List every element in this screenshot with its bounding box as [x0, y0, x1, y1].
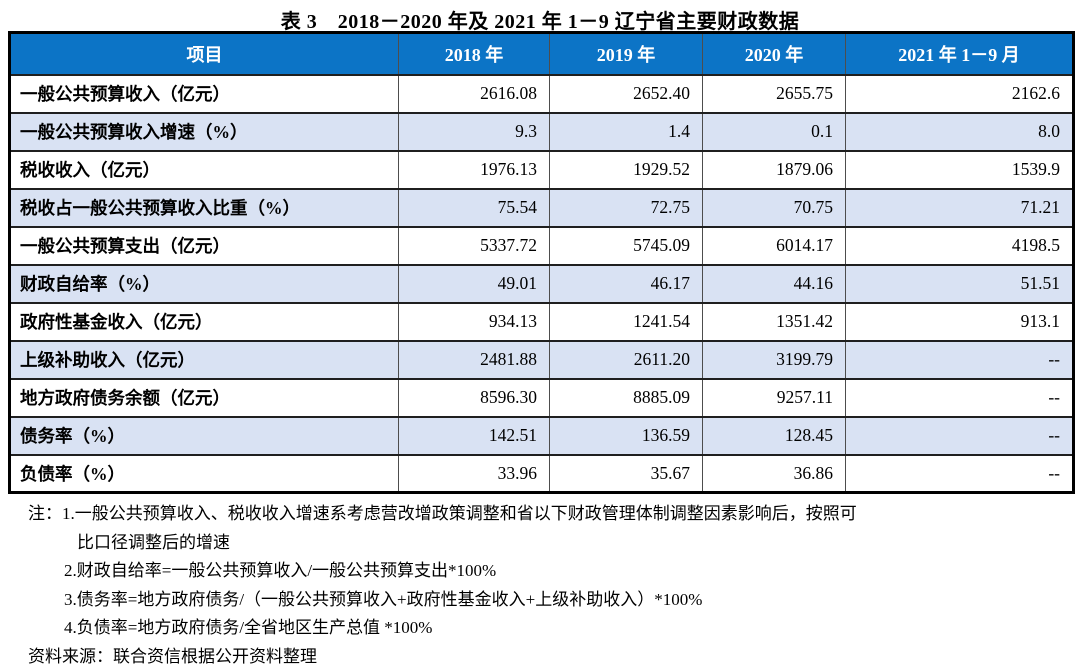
cell-value: 49.01 [399, 265, 550, 303]
table-row: 地方政府债务余额（亿元） 8596.30 8885.09 9257.11 -- [10, 379, 1074, 417]
table-row: 税收占一般公共预算收入比重（%） 75.54 72.75 70.75 71.21 [10, 189, 1074, 227]
column-header-2021-jan-sep: 2021 年 1－9 月 [846, 33, 1074, 75]
cell-value: 36.86 [703, 455, 846, 493]
row-label: 财政自给率（%） [10, 265, 399, 303]
cell-value: 1879.06 [703, 151, 846, 189]
cell-value: 1976.13 [399, 151, 550, 189]
cell-value: 51.51 [846, 265, 1074, 303]
row-label: 债务率（%） [10, 417, 399, 455]
table-row: 债务率（%） 142.51 136.59 128.45 -- [10, 417, 1074, 455]
row-label: 税收收入（亿元） [10, 151, 399, 189]
note-line: 注：1.一般公共预算收入、税收收入增速系考虑营改增政策调整和省以下财政管理体制调… [28, 500, 1080, 529]
note-text: 1.一般公共预算收入、税收收入增速系考虑营改增政策调整和省以下财政管理体制调整因… [62, 504, 857, 523]
cell-value: 2611.20 [550, 341, 703, 379]
table-row: 一般公共预算收入（亿元） 2616.08 2652.40 2655.75 216… [10, 75, 1074, 113]
cell-value: 128.45 [703, 417, 846, 455]
cell-value: 1241.54 [550, 303, 703, 341]
column-header-2019: 2019 年 [550, 33, 703, 75]
fiscal-data-table: 项目 2018 年 2019 年 2020 年 2021 年 1－9 月 一般公… [8, 31, 1075, 494]
note-line: 2.财政自给率=一般公共预算收入/一般公共预算支出*100% [64, 557, 1080, 586]
cell-value: 2481.88 [399, 341, 550, 379]
cell-value: -- [846, 455, 1074, 493]
cell-value: 5337.72 [399, 227, 550, 265]
cell-value: 8.0 [846, 113, 1074, 151]
cell-value: 35.67 [550, 455, 703, 493]
cell-value: 913.1 [846, 303, 1074, 341]
cell-value: 2652.40 [550, 75, 703, 113]
row-label: 负债率（%） [10, 455, 399, 493]
table-row: 一般公共预算支出（亿元） 5337.72 5745.09 6014.17 419… [10, 227, 1074, 265]
table-title: 表 3 2018－2020 年及 2021 年 1－9 辽宁省主要财政数据 [0, 0, 1080, 31]
cell-value: 136.59 [550, 417, 703, 455]
cell-value: 2162.6 [846, 75, 1074, 113]
cell-value: 9257.11 [703, 379, 846, 417]
table-row: 负债率（%） 33.96 35.67 36.86 -- [10, 455, 1074, 493]
cell-value: 33.96 [399, 455, 550, 493]
column-header-2020: 2020 年 [703, 33, 846, 75]
cell-value: -- [846, 379, 1074, 417]
cell-value: -- [846, 341, 1074, 379]
cell-value: 6014.17 [703, 227, 846, 265]
cell-value: 44.16 [703, 265, 846, 303]
cell-value: 3199.79 [703, 341, 846, 379]
cell-value: 142.51 [399, 417, 550, 455]
row-label: 税收占一般公共预算收入比重（%） [10, 189, 399, 227]
cell-value: 2655.75 [703, 75, 846, 113]
row-label: 地方政府债务余额（亿元） [10, 379, 399, 417]
row-label: 上级补助收入（亿元） [10, 341, 399, 379]
row-label: 一般公共预算收入（亿元） [10, 75, 399, 113]
cell-value: 1351.42 [703, 303, 846, 341]
cell-value: 1.4 [550, 113, 703, 151]
cell-value: -- [846, 417, 1074, 455]
cell-value: 0.1 [703, 113, 846, 151]
table-row: 上级补助收入（亿元） 2481.88 2611.20 3199.79 -- [10, 341, 1074, 379]
cell-value: 8885.09 [550, 379, 703, 417]
cell-value: 8596.30 [399, 379, 550, 417]
cell-value: 5745.09 [550, 227, 703, 265]
table-row: 一般公共预算收入增速（%） 9.3 1.4 0.1 8.0 [10, 113, 1074, 151]
cell-value: 934.13 [399, 303, 550, 341]
cell-value: 1539.9 [846, 151, 1074, 189]
column-header-2018: 2018 年 [399, 33, 550, 75]
note-prefix: 注： [28, 504, 62, 523]
cell-value: 4198.5 [846, 227, 1074, 265]
table-row: 财政自给率（%） 49.01 46.17 44.16 51.51 [10, 265, 1074, 303]
row-label: 一般公共预算收入增速（%） [10, 113, 399, 151]
note-line: 4.负债率=地方政府债务/全省地区生产总值 *100% [64, 614, 1080, 643]
table-header-row: 项目 2018 年 2019 年 2020 年 2021 年 1－9 月 [10, 33, 1074, 75]
note-line: 比口径调整后的增速 [77, 529, 1080, 558]
row-label: 政府性基金收入（亿元） [10, 303, 399, 341]
table-row: 政府性基金收入（亿元） 934.13 1241.54 1351.42 913.1 [10, 303, 1074, 341]
table-row: 税收收入（亿元） 1976.13 1929.52 1879.06 1539.9 [10, 151, 1074, 189]
cell-value: 46.17 [550, 265, 703, 303]
cell-value: 71.21 [846, 189, 1074, 227]
note-line: 3.债务率=地方政府债务/（一般公共预算收入+政府性基金收入+上级补助收入）*1… [64, 586, 1080, 615]
column-header-item: 项目 [10, 33, 399, 75]
cell-value: 1929.52 [550, 151, 703, 189]
table-notes: 注：1.一般公共预算收入、税收收入增速系考虑营改增政策调整和省以下财政管理体制调… [0, 500, 1080, 671]
cell-value: 2616.08 [399, 75, 550, 113]
cell-value: 70.75 [703, 189, 846, 227]
cell-value: 72.75 [550, 189, 703, 227]
cell-value: 9.3 [399, 113, 550, 151]
row-label: 一般公共预算支出（亿元） [10, 227, 399, 265]
cell-value: 75.54 [399, 189, 550, 227]
